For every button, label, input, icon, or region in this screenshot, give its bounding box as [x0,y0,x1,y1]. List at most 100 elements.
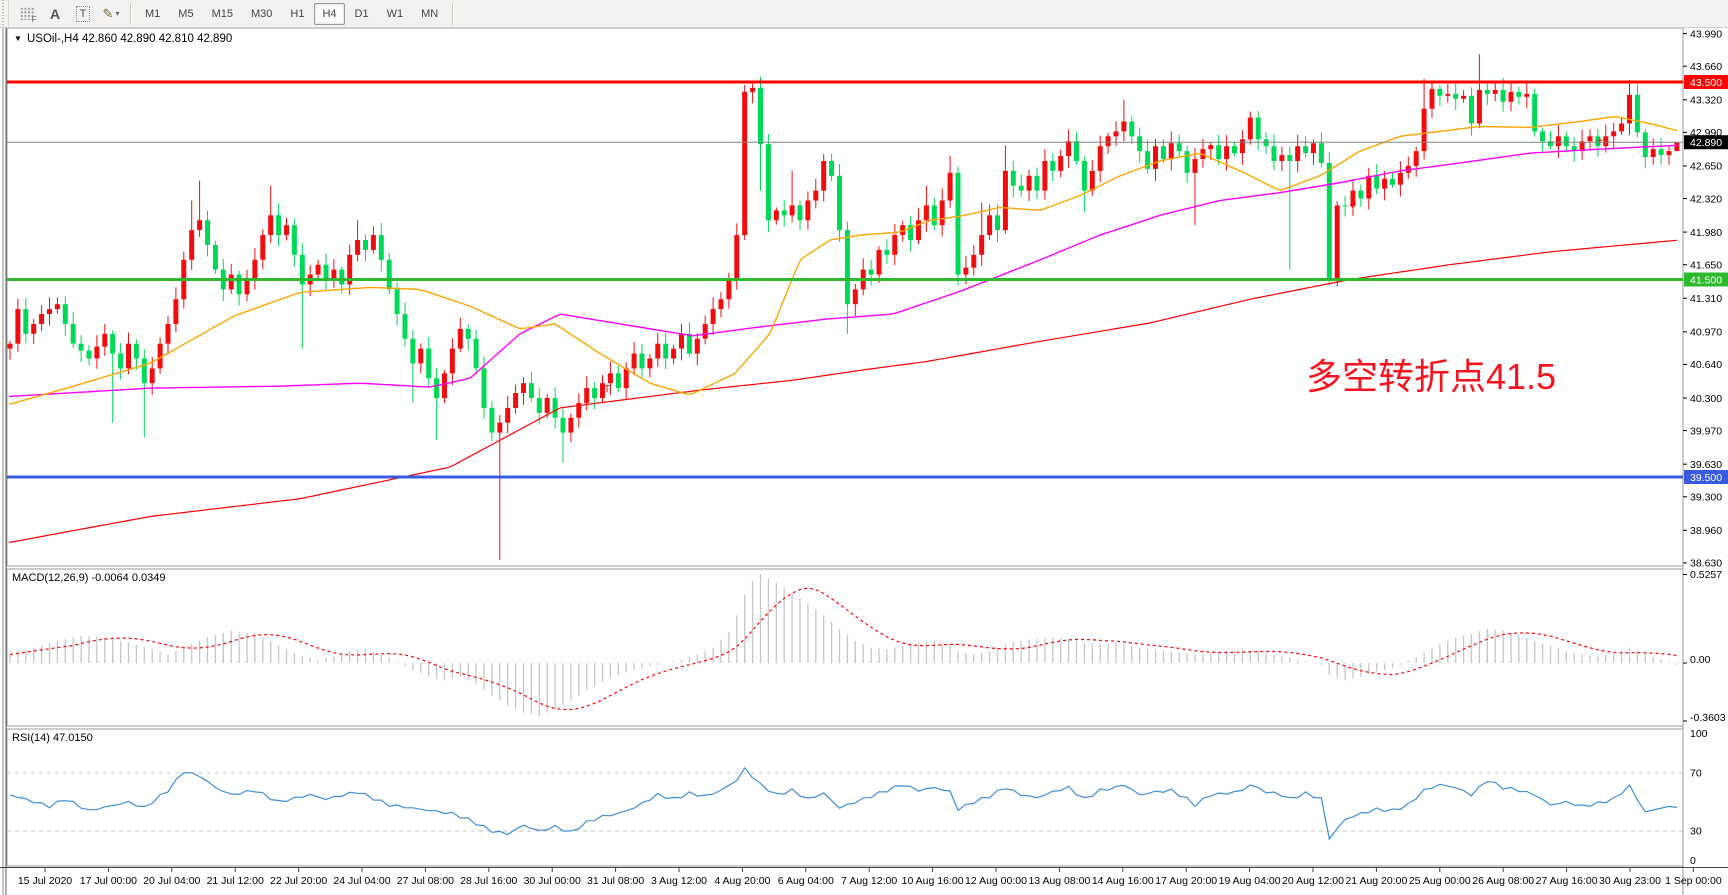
time-axis[interactable]: 15 Jul 2020 17 Jul 00:00 20 Jul 04:00 21 Ju… [0,867,1728,888]
macd-label: MACD(12,26,9) -0.0064 0.0349 [12,572,165,584]
ma-slow-line [8,239,1678,544]
timeframe-button-mn[interactable]: MN [421,7,439,20]
timeframe-button-w1[interactable]: W1 [386,7,404,20]
level-price-badge [1684,470,1728,484]
macd-tick-label: 0.5257 [1690,569,1722,581]
level-price-badge [1684,272,1728,287]
current-price-badge-label: 42.890 [1690,137,1722,149]
pencil-icon: ✎ [102,5,114,21]
time-tick-label: 6 Aug 04:00 [778,875,834,887]
timeframe-button-d1[interactable]: D1 [354,7,369,20]
time-tick-label: 3 Aug 12:00 [651,875,707,887]
timeframe-button-m15[interactable]: M15 [211,7,233,20]
time-tick-label: 20 Jul 04:00 [143,875,200,887]
time-tick-label: 19 Aug 04:00 [1219,875,1281,887]
time-tick-label: 26 Aug 08:00 [1472,875,1534,887]
price-tick-label: 42.650 [1690,161,1722,173]
timeframe-group: M1 M5 M15 M30 H1 H4 D1 W1 MN [136,2,447,25]
timeframe-button-m30[interactable]: M30 [250,7,273,20]
rsi-panel-frame [6,728,1684,867]
chart-object-marker: + [1349,201,1355,212]
letter-t-icon: T [75,5,91,22]
letter-a-icon: A [49,5,61,22]
text-box-tool-button[interactable]: T [70,2,96,26]
chart-title: USOil-,H4 42.860 42.890 42.810 42.890 [27,33,232,45]
time-tick-label: 13 Aug 08:00 [1028,875,1090,887]
price-tick-label: 43.990 [1690,28,1722,40]
grid-icon: F [19,7,37,24]
price-tick-label: 39.630 [1690,459,1722,471]
symbol-collapse-arrow: ▼ [14,34,22,43]
time-tick-label: 24 Jul 04:00 [333,875,390,887]
time-tick-label: 14 Aug 16:00 [1092,875,1154,887]
chart-canvas[interactable]: T + + 多空转折点41.5 ▼ USOil-,H4 42.860 42.890 42.… [0,28,1728,895]
price-tick-label: 43.660 [1690,61,1722,73]
time-tick-label: 15 Jul 2020 [18,875,72,887]
time-tick-label: 10 Aug 16:00 [902,875,964,887]
time-tick-label: 21 Jul 12:00 [207,875,264,887]
time-tick-label: 30 Aug 23:00 [1599,875,1661,887]
time-tick-label: 17 Jul 00:00 [80,875,137,887]
top-toolbar: F A T ✎ ▾ M1 M5 M15 M30 H1 H4 D1 W1 MN [0,0,1728,28]
macd-tick-label: -0.3603 [1690,712,1726,724]
price-tick-label: 38.960 [1690,525,1722,537]
time-tick-label: 28 Jul 16:00 [460,875,517,887]
price-tick-label: 42.320 [1690,193,1722,205]
rsi-line [9,766,1677,841]
price-tick-label: 38.630 [1690,558,1722,570]
chevron-down-icon: ▾ [115,9,120,18]
rsi-tick-label: 30 [1690,826,1702,838]
macd-tick-label: 0.00 [1690,654,1711,666]
chart-grid-tool-button[interactable]: F [14,2,40,26]
time-tick-label: 27 Aug 16:00 [1536,875,1598,887]
price-chart: T + + 多空转折点41.5 ▼ USOil-,H4 42.860 42.890 42.… [7,33,1683,560]
time-tick-label: 7 Aug 12:00 [841,875,897,887]
level-price-badge-label: 41.500 [1690,274,1722,286]
time-tick-label: 20 Aug 12:00 [1282,875,1344,887]
current-price-badge [1684,135,1728,150]
price-tick-label: 40.970 [1690,327,1722,339]
time-tick-label: 12 Aug 00:00 [965,875,1027,887]
price-tick-label: 39.970 [1690,425,1722,437]
toolbar-grip[interactable] [0,0,9,27]
time-tick-label: 27 Jul 08:00 [397,875,454,887]
rsi-tick-label: 100 [1690,728,1708,740]
ma-mid-line [8,144,1678,398]
time-tick-label: 4 Aug 20:00 [714,875,770,887]
timeframe-button-h1[interactable]: H1 [290,7,305,20]
time-tick-label: 31 Jul 08:00 [587,875,644,887]
chart-object-marker: + [1597,136,1603,147]
rsi-tick-label: 0 [1690,855,1696,867]
macd-panel: MACD(12,26,9) -0.0064 0.0349 0.5257 0.00 -0… [9,569,1726,724]
timeframe-button-m1[interactable]: M1 [145,7,161,20]
drawing-tool-button[interactable]: ✎ ▾ [98,2,124,26]
chart-object-marker: T [604,384,610,395]
timeframe-button-m5[interactable]: M5 [178,7,194,20]
time-tick-label: 30 Jul 00:00 [524,875,581,887]
price-tick-label: 40.640 [1690,359,1722,371]
time-tick-label: 21 Aug 20:00 [1345,875,1407,887]
rsi-label: RSI(14) 47.0150 [12,732,93,744]
timeframe-button-h4[interactable]: H4 [314,2,345,25]
annotation-text: 多空转折点41.5 [1306,356,1556,397]
level-price-badge-label: 39.500 [1690,472,1722,484]
ma-fast-line [8,116,1678,406]
time-tick-label: 25 Aug 00:00 [1409,875,1471,887]
text-label-tool-button[interactable]: A [42,2,68,26]
toolbar-separator-2 [452,2,454,25]
macd-signal-line [9,587,1677,711]
price-tick-label: 39.300 [1690,492,1722,504]
price-axis[interactable]: 43.99043.66043.32042.99042.65042.32041.9… [1683,28,1728,570]
level-price-badge [1684,75,1728,89]
price-tick-label: 43.320 [1690,95,1722,107]
macd-panel-frame [6,568,1684,727]
candlestick-series [7,54,1680,560]
level-price-badge-label: 43.500 [1690,77,1722,89]
time-tick-label: 17 Aug 20:00 [1155,875,1217,887]
price-tick-label: 40.300 [1690,393,1722,405]
time-tick-label: 22 Jul 20:00 [270,875,327,887]
rsi-panel: RSI(14) 47.0150 100 70 30 0 [7,728,1708,867]
time-tick-label: 1 Sep 00:00 [1665,875,1722,887]
price-tick-label: 41.650 [1690,259,1722,271]
